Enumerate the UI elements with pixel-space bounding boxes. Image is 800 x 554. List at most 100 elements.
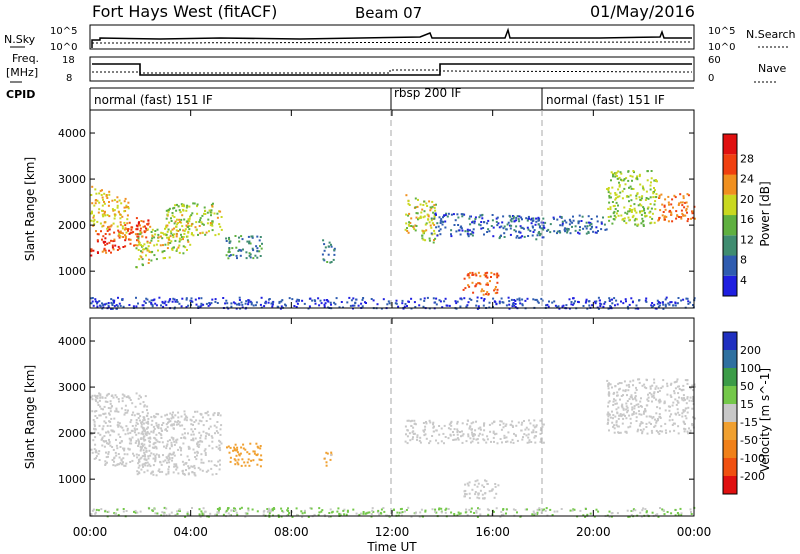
range-gate-cell [568, 223, 571, 226]
range-gate-cell [127, 432, 130, 435]
range-gate-cell [434, 212, 437, 215]
range-gate-cell [561, 220, 564, 223]
range-gate-cell [425, 437, 428, 440]
range-gate-cell [651, 511, 654, 514]
range-gate-cell [397, 305, 400, 308]
range-gate-cell [495, 220, 498, 223]
range-gate-cell [679, 201, 682, 204]
range-gate-cell [660, 387, 663, 389]
range-gate-cell [117, 425, 120, 428]
range-gate-cell [611, 421, 614, 424]
y-tick-label: 4000 [58, 127, 86, 140]
range-gate-cell [438, 229, 441, 232]
range-gate-cell [486, 291, 489, 294]
range-gate-cell [239, 452, 242, 455]
range-gate-cell [115, 304, 118, 307]
range-gate-cell [127, 206, 130, 208]
range-gate-cell [422, 216, 425, 219]
range-gate-cell [259, 445, 262, 447]
range-gate-cell [455, 438, 458, 441]
range-gate-cell [137, 237, 140, 240]
range-gate-cell [653, 179, 656, 182]
range-gate-cell [658, 304, 661, 307]
range-gate-cell [372, 510, 375, 513]
range-gate-cell [192, 439, 195, 442]
range-gate-cell [512, 508, 515, 511]
range-gate-cell [400, 511, 403, 514]
range-gate-cell [455, 302, 458, 305]
range-gate-cell [482, 497, 484, 500]
range-gate-cell [573, 302, 575, 305]
range-gate-cell [614, 385, 617, 388]
range-gate-cell [578, 229, 581, 232]
range-gate-cell [164, 233, 167, 236]
range-gate-cell [166, 443, 169, 446]
range-gate-cell [507, 296, 510, 299]
range-gate-cell [677, 513, 680, 516]
range-gate-cell [467, 284, 470, 287]
range-gate-cell [628, 208, 631, 210]
range-gate-cell [162, 460, 165, 463]
range-gate-cell [669, 383, 672, 386]
range-gate-cell [519, 231, 522, 234]
range-gate-cell [665, 215, 668, 218]
range-gate-cell [226, 446, 228, 449]
range-gate-cell [574, 300, 577, 303]
range-gate-cell [464, 483, 467, 486]
colorbar-segment [723, 440, 737, 458]
range-gate-cell [173, 298, 176, 301]
range-gate-cell [637, 428, 639, 431]
range-gate-cell [626, 406, 629, 409]
range-gate-cell [152, 431, 155, 434]
range-gate-cell [461, 215, 464, 218]
range-gate-cell [499, 420, 502, 423]
range-gate-cell [611, 410, 613, 413]
range-gate-cell [633, 207, 636, 210]
range-gate-cell [524, 428, 527, 431]
range-gate-cell [495, 303, 498, 306]
range-gate-cell [196, 445, 199, 447]
range-gate-cell [101, 238, 103, 241]
range-gate-cell [187, 218, 190, 221]
range-gate-cell [211, 440, 214, 443]
range-gate-cell [686, 297, 689, 300]
range-gate-cell [121, 236, 124, 238]
range-gate-cell [182, 245, 185, 248]
range-gate-cell [632, 188, 635, 190]
range-gate-cell [107, 306, 110, 309]
range-gate-cell [661, 430, 664, 433]
range-gate-cell [542, 228, 545, 231]
range-gate-cell [471, 433, 474, 436]
range-gate-cell [494, 286, 497, 288]
range-gate-cell [483, 486, 485, 488]
x-tick-label: 20:00 [576, 525, 611, 539]
range-gate-cell [138, 241, 141, 244]
range-gate-cell [142, 422, 145, 425]
colorbar-segment [723, 368, 737, 386]
range-gate-cell [417, 218, 419, 221]
range-gate-cell [432, 421, 435, 424]
range-gate-cell [395, 302, 398, 305]
range-gate-cell [129, 231, 132, 234]
range-gate-cell [464, 511, 467, 514]
range-gate-cell [271, 303, 274, 306]
range-gate-cell [330, 511, 333, 514]
range-gate-cell [482, 293, 485, 296]
range-gate-cell [479, 224, 482, 227]
range-gate-cell [677, 204, 680, 206]
range-gate-cell [407, 506, 410, 509]
range-gate-cell [333, 253, 336, 256]
range-gate-cell [608, 299, 611, 302]
power-ylabel: Slant Range [km] [23, 157, 37, 261]
range-gate-cell [532, 429, 535, 432]
range-gate-cell [689, 396, 692, 399]
range-gate-cell [690, 217, 692, 220]
range-gate-cell [260, 247, 263, 250]
range-gate-cell [645, 214, 648, 217]
range-gate-cell [622, 408, 625, 411]
range-gate-cell [154, 445, 157, 448]
range-gate-cell [157, 236, 160, 239]
range-gate-cell [248, 252, 251, 255]
range-gate-cell [658, 432, 661, 435]
range-gate-cell [677, 297, 680, 299]
